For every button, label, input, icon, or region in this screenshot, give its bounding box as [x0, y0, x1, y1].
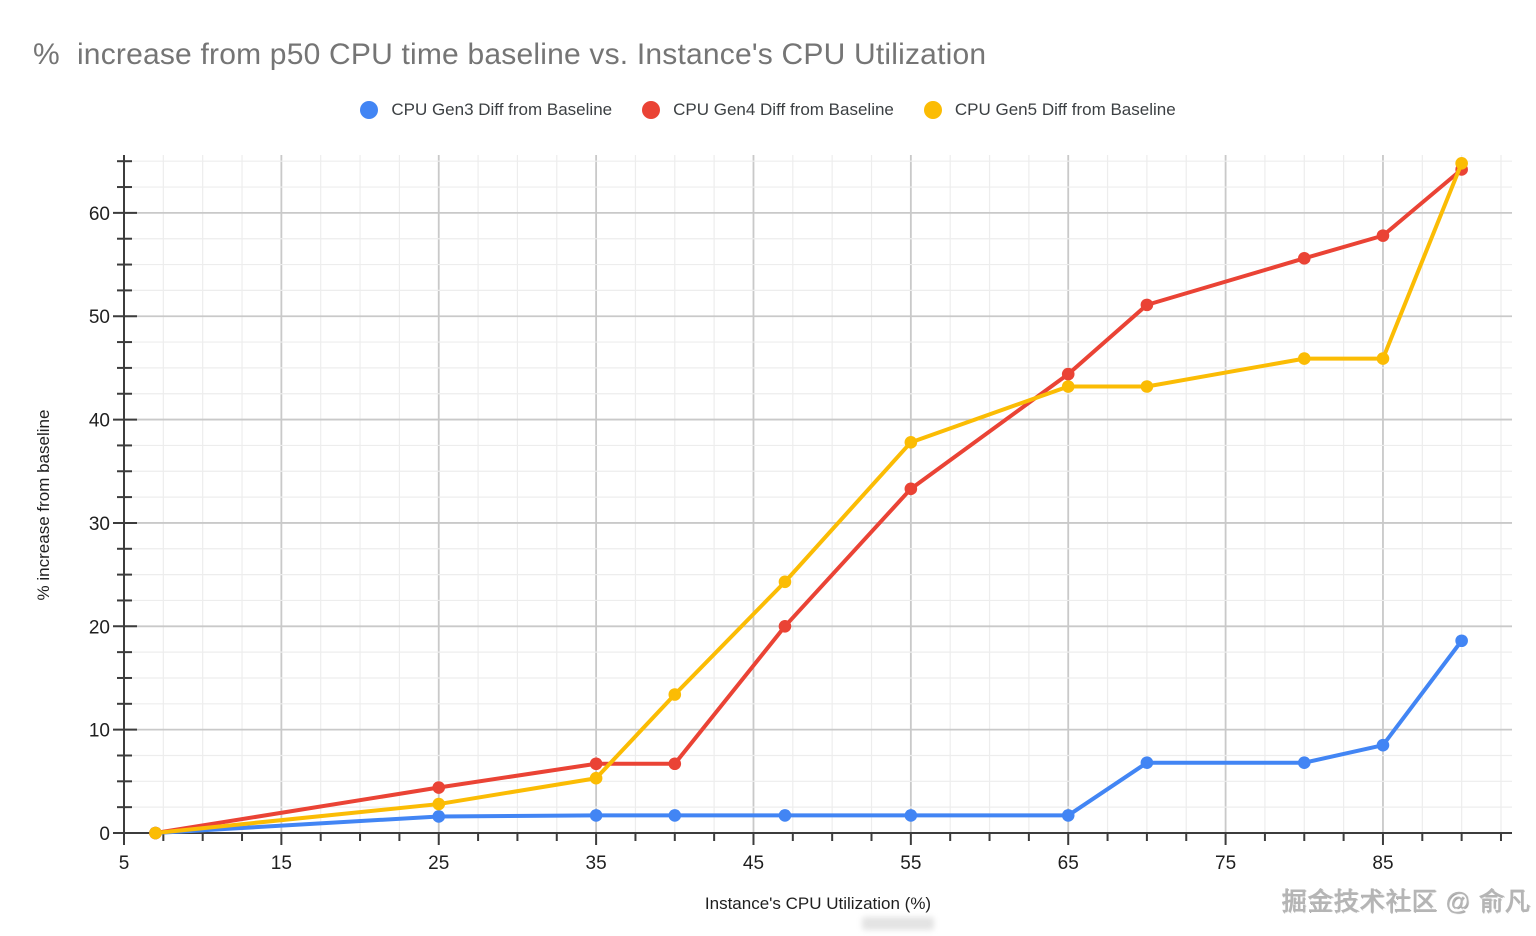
- data-point-gen5: [1061, 380, 1075, 393]
- legend-label-gen3: CPU Gen3 Diff from Baseline: [391, 100, 613, 119]
- data-point-gen4: [589, 757, 603, 771]
- data-point-gen3: [904, 809, 918, 822]
- data-point-gen4: [432, 781, 446, 794]
- data-point-gen4: [1376, 229, 1390, 242]
- data-point-gen3: [778, 809, 792, 822]
- x-tick-label: 75: [1215, 853, 1236, 874]
- legend-marker-gen5-icon: [923, 101, 942, 119]
- data-point-gen5: [1297, 352, 1311, 365]
- data-point-gen3: [668, 809, 682, 822]
- legend-marker-gen3-icon: [360, 101, 379, 119]
- data-point-gen3: [1061, 809, 1075, 822]
- data-point-gen4: [1061, 367, 1075, 381]
- x-tick-label: 5: [119, 853, 130, 874]
- x-tick-label: 65: [1058, 853, 1079, 874]
- series-line-gen4: [153, 167, 1464, 835]
- data-point-gen5: [589, 771, 603, 785]
- data-point-gen3: [1455, 634, 1468, 648]
- data-point-gen3: [1376, 738, 1390, 752]
- series-line-gen3: [153, 638, 1464, 835]
- chart-legend: CPU Gen3 Diff from Baseline CPU Gen4 Dif…: [0, 100, 1536, 120]
- y-tick-label: 20: [89, 617, 110, 638]
- x-tick-label: 85: [1372, 853, 1393, 874]
- data-point-gen3: [432, 810, 446, 823]
- y-tick-label: 30: [89, 514, 110, 535]
- data-point-gen4: [904, 482, 918, 496]
- x-tick-label: 25: [428, 853, 449, 874]
- chart-title: % increase from p50 CPU time baseline vs…: [33, 38, 987, 71]
- legend-label-gen5: CPU Gen5 Diff from Baseline: [954, 100, 1176, 119]
- y-tick-label: 50: [89, 307, 110, 328]
- data-point-gen4: [1140, 298, 1154, 312]
- x-tick-label: 55: [900, 853, 921, 874]
- data-point-gen3: [589, 809, 603, 822]
- data-point-gen4: [778, 619, 792, 633]
- legend-marker-gen4-icon: [642, 101, 661, 119]
- data-point-gen3: [1140, 756, 1154, 770]
- x-tick-label: 15: [271, 853, 292, 874]
- y-tick-label: 0: [99, 824, 110, 845]
- y-tick-label: 60: [89, 204, 110, 225]
- data-point-gen5: [668, 688, 682, 701]
- watermark: 掘金技术社区 @ 俞凡: [1281, 888, 1531, 916]
- data-point-gen5: [1376, 352, 1390, 365]
- data-point-gen3: [1297, 756, 1311, 770]
- data-point-gen5: [778, 575, 792, 589]
- legend-item-gen5: CPU Gen5 Diff from Baseline: [923, 100, 1176, 120]
- data-point-gen5: [1140, 380, 1154, 393]
- cropped-artifact: [862, 917, 934, 930]
- series-line-gen5: [153, 161, 1464, 835]
- legend-item-gen4: CPU Gen4 Diff from Baseline: [642, 100, 894, 120]
- data-point-gen4: [668, 757, 682, 771]
- data-point-gen4: [1297, 252, 1311, 265]
- x-axis-title: Instance's CPU Utilization (%): [704, 894, 932, 913]
- legend-label-gen4: CPU Gen4 Diff from Baseline: [673, 100, 894, 119]
- data-point-gen5: [904, 436, 918, 449]
- y-tick-label: 10: [89, 721, 110, 742]
- data-point-gen5: [1455, 156, 1468, 170]
- data-point-gen5: [432, 797, 446, 811]
- x-tick-label: 35: [586, 853, 607, 874]
- data-point-gen5: [149, 826, 162, 840]
- y-tick-label: 40: [89, 411, 110, 432]
- legend-item-gen3: CPU Gen3 Diff from Baseline: [360, 100, 612, 120]
- x-tick-label: 45: [743, 853, 764, 874]
